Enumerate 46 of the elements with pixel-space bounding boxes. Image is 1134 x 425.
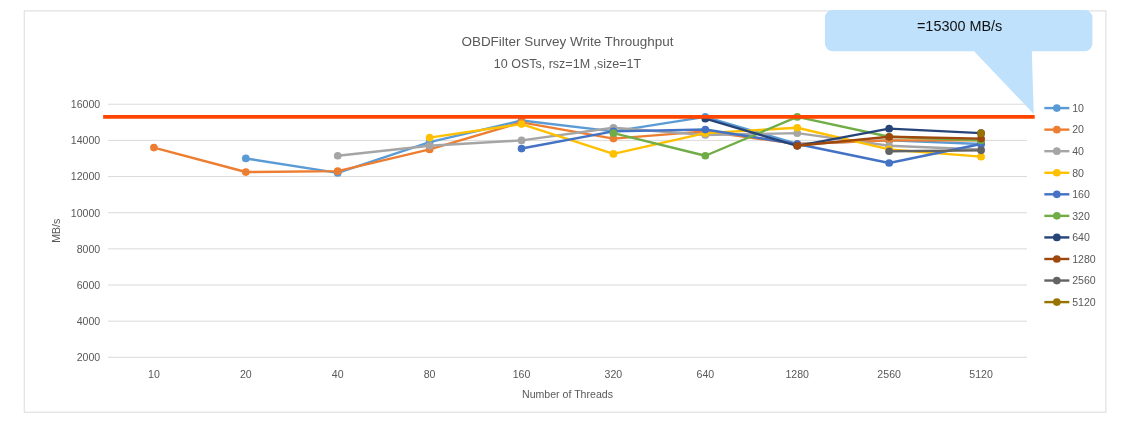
point <box>517 144 526 153</box>
point <box>241 154 250 163</box>
x-tick-label: 10 <box>148 367 160 380</box>
x-tick-label: 320 <box>604 367 623 380</box>
y-tick-label: 4000 <box>76 315 101 328</box>
x-axis-title: Number of Threads <box>522 387 613 400</box>
x-tick-label: 5120 <box>969 367 993 380</box>
legend-label: 5120 <box>1072 295 1096 308</box>
y-tick-label: 12000 <box>70 170 101 183</box>
legend-label: 2560 <box>1072 274 1096 287</box>
legend-label: 20 <box>1072 123 1085 136</box>
legend-label: 640 <box>1072 231 1090 244</box>
point <box>885 159 893 167</box>
legend-label: 1280 <box>1072 252 1096 265</box>
y-tick-label: 8000 <box>76 242 101 255</box>
y-tick-label: 10000 <box>70 206 101 219</box>
y-axis-title: MB/s <box>49 218 62 243</box>
x-tick-label: 80 <box>423 367 436 380</box>
x-tick-label: 2560 <box>877 367 902 380</box>
legend-label: 80 <box>1072 166 1085 179</box>
y-tick-label: 6000 <box>76 278 101 291</box>
point <box>517 136 526 145</box>
x-tick-label: 20 <box>239 367 252 380</box>
legend-label: 40 <box>1072 145 1085 158</box>
x-tick-label: 40 <box>331 367 344 380</box>
x-tick-label: 1280 <box>785 367 810 380</box>
point <box>150 143 158 152</box>
point <box>885 124 893 133</box>
y-tick-label: 16000 <box>70 98 101 111</box>
point <box>793 123 802 132</box>
point <box>333 151 342 160</box>
point <box>241 168 250 176</box>
chart-subtitle: 10 OSTs, rsz=1M ,size=1T <box>493 56 642 71</box>
y-tick-label: 2000 <box>76 351 101 364</box>
x-tick-label: 160 <box>512 367 531 380</box>
point <box>425 133 434 142</box>
chart-title: OBDFilter Survey Write Throughput <box>461 34 674 50</box>
legend-label: 10 <box>1072 101 1085 114</box>
legend-label: 320 <box>1072 209 1090 222</box>
x-tick-label: 640 <box>696 367 715 380</box>
point <box>977 152 985 161</box>
y-tick-label: 14000 <box>70 134 101 147</box>
point <box>609 150 618 158</box>
legend-label: 160 <box>1072 188 1090 201</box>
text: =15300 MB/s <box>916 18 1003 35</box>
point <box>701 151 710 160</box>
